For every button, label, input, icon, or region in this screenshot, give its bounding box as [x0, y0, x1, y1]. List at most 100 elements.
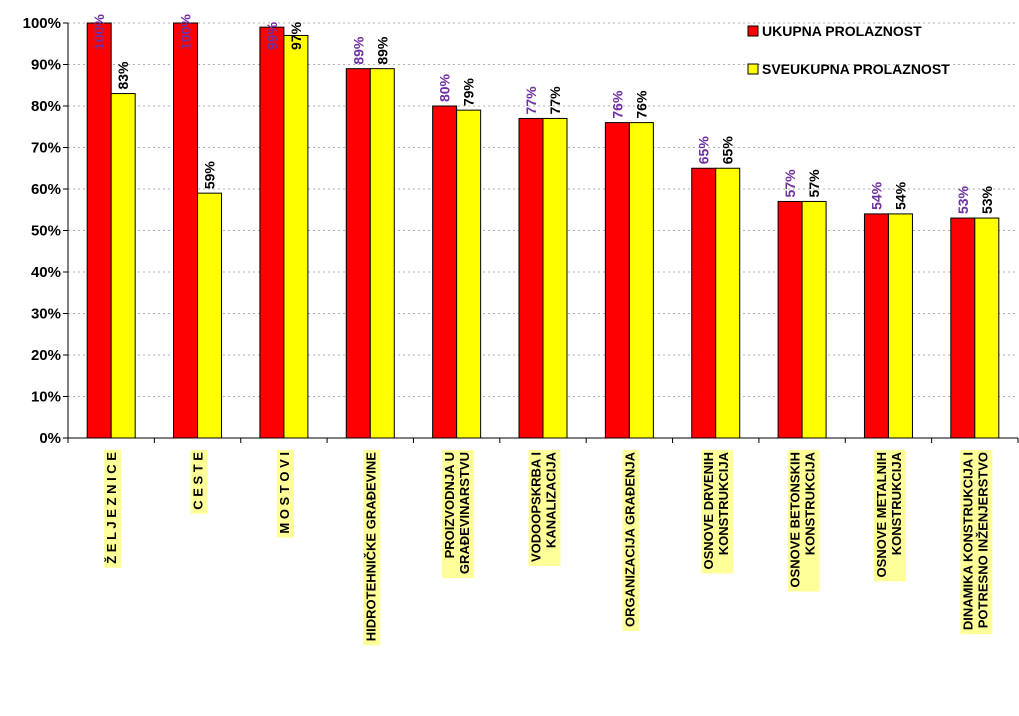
bar-sveukupna-prolaznost — [369, 68, 395, 439]
data-label-ukupna-prolaznost: 53% — [955, 185, 971, 214]
x-category-label: OSNOVE BETONSKIH KONSTRUKCIJA — [787, 450, 820, 592]
x-category-label-line: M O S T O V I — [277, 452, 292, 534]
legend-label-series1: UKUPNA PROLAZNOST — [762, 23, 922, 39]
x-category-label-line: Ž E L J E Z N I C E — [104, 452, 119, 564]
x-category-label-line: GRAĐEVINARSTVU — [457, 452, 472, 574]
y-tick-label: 30% — [31, 306, 61, 323]
data-label-sveukupna-prolaznost: 97% — [288, 21, 304, 50]
bar-ukupna-prolaznost — [863, 213, 889, 439]
y-tick-label: 90% — [31, 57, 61, 74]
x-category-label-highlight — [787, 450, 820, 592]
y-tick-label: 10% — [31, 389, 61, 406]
x-category-label-highlight — [190, 450, 208, 514]
x-category-label-line: OSNOVE METALNIH — [874, 452, 889, 577]
x-category-label-line: DINAMIKA KONSTRUKCIJA I — [960, 452, 975, 630]
x-category-label-highlight — [442, 450, 475, 579]
bar-ukupna-prolaznost — [518, 117, 544, 439]
data-label-ukupna-prolaznost: 57% — [782, 169, 798, 198]
legend-swatch-series2 — [747, 63, 759, 75]
legend-swatch-series1 — [747, 25, 759, 37]
x-category-label-highlight — [528, 450, 561, 567]
bar-ukupna-prolaznost — [950, 217, 976, 439]
x-category-label-line: KONSTRUKCIJA — [889, 451, 904, 555]
bar-ukupna-prolaznost — [173, 22, 199, 439]
data-label-ukupna-prolaznost: 100% — [178, 14, 194, 50]
data-label-sveukupna-prolaznost: 65% — [720, 136, 736, 165]
data-label-ukupna-prolaznost: 99% — [264, 21, 280, 50]
y-tick-label: 0% — [39, 430, 61, 447]
x-category-label-line: VODOOPSKRBA I — [529, 452, 544, 562]
bar-sveukupna-prolaznost — [628, 122, 654, 439]
x-category-label-highlight — [363, 450, 381, 646]
bar-sveukupna-prolaznost — [110, 93, 136, 439]
x-category-label-line: KANALIZACIJA — [544, 451, 559, 548]
y-tick-label: 70% — [31, 140, 61, 157]
x-category-label-highlight — [873, 450, 906, 582]
x-category-label-highlight — [276, 450, 294, 538]
x-category-label-line: PROIZVODNJA U — [442, 452, 457, 558]
x-category-label-highlight — [701, 450, 734, 574]
y-tick-label: 100% — [23, 15, 61, 32]
x-category-label: C E S T E — [190, 450, 208, 514]
bar-sveukupna-prolaznost — [974, 217, 1000, 439]
bar-sveukupna-prolaznost — [715, 167, 741, 439]
data-label-sveukupna-prolaznost: 83% — [115, 61, 131, 90]
data-label-ukupna-prolaznost: 80% — [437, 73, 453, 102]
bar-ukupna-prolaznost — [777, 200, 803, 439]
x-category-label-line: ORGANIZACIJA GRAĐENJA — [622, 451, 637, 627]
x-category-label-highlight — [104, 450, 122, 568]
x-category-label-line: C E S T E — [191, 452, 206, 510]
x-category-label-line: POTRESNO INŽENJERSTVO — [975, 452, 990, 628]
legend-label-series2: SVEUKUPNA PROLAZNOST — [762, 61, 950, 77]
bar-sveukupna-prolaznost — [197, 192, 223, 439]
bar-ukupna-prolaznost — [432, 105, 458, 439]
bar-sveukupna-prolaznost — [456, 109, 482, 439]
y-tick-label: 50% — [31, 223, 61, 240]
x-category-label: OSNOVE DRVENIH KONSTRUKCIJA — [701, 450, 734, 574]
legend: UKUPNA PROLAZNOST SVEUKUPNA PROLAZNOST — [747, 23, 950, 77]
data-label-ukupna-prolaznost: 89% — [350, 36, 366, 65]
data-label-sveukupna-prolaznost: 54% — [892, 181, 908, 210]
bar-sveukupna-prolaznost — [542, 117, 568, 439]
data-label-sveukupna-prolaznost: 79% — [461, 78, 477, 107]
data-label-sveukupna-prolaznost: 53% — [979, 185, 995, 214]
x-category-label: PROIZVODNJA U GRAĐEVINARSTVU — [442, 450, 475, 579]
y-tick-label: 40% — [31, 264, 61, 281]
x-category-label-line: KONSTRUKCIJA — [716, 451, 731, 555]
bar-sveukupna-prolaznost — [283, 34, 309, 439]
bar-sveukupna-prolaznost — [801, 200, 827, 439]
x-category-label-line: HIDROTEHNIČKE GRAĐEVINE — [363, 452, 378, 642]
bar-ukupna-prolaznost — [691, 167, 717, 439]
data-label-sveukupna-prolaznost: 57% — [806, 169, 822, 198]
axes: 0% 10% 20% 30% 40% 50% 60% 70% 80% 90% 100% — [23, 15, 1019, 447]
y-tick-label: 80% — [31, 98, 61, 115]
x-category-label: DINAMIKA KONSTRUKCIJA I POTRESNO INŽENJER… — [960, 450, 993, 635]
data-label-sveukupna-prolaznost: 89% — [374, 36, 390, 65]
y-tick-label: 60% — [31, 181, 61, 198]
y-tick-label: 20% — [31, 347, 61, 364]
bar-ukupna-prolaznost — [259, 26, 285, 439]
x-category-label: HIDROTEHNIČKE GRAĐEVINE — [363, 450, 381, 646]
x-category-label-line: OSNOVE DRVENIH — [701, 452, 716, 570]
data-label-ukupna-prolaznost: 54% — [868, 181, 884, 210]
data-label-ukupna-prolaznost: 76% — [609, 90, 625, 119]
x-category-label: VODOOPSKRBA I KANALIZACIJA — [528, 450, 561, 567]
data-label-ukupna-prolaznost: 100% — [91, 14, 107, 50]
bar-sveukupna-prolaznost — [887, 213, 913, 439]
x-category-label: M O S T O V I — [276, 450, 294, 538]
bars — [86, 22, 1000, 439]
category-labels: Ž E L J E Z N I C E C E S T E M O S T O V … — [104, 450, 993, 646]
data-label-sveukupna-prolaznost: 59% — [202, 161, 218, 190]
data-label-sveukupna-prolaznost: 76% — [633, 90, 649, 119]
x-category-label-line: OSNOVE BETONSKIH — [788, 452, 803, 588]
x-category-label: OSNOVE METALNIH KONSTRUKCIJA — [873, 450, 906, 582]
data-label-ukupna-prolaznost: 65% — [696, 136, 712, 165]
data-labels: 100% 83% 100% 59% 99% 97% 89% 89% 80% 79% 77% 77% 76… — [91, 14, 995, 214]
x-category-label: Ž E L J E Z N I C E — [104, 450, 122, 568]
x-category-label-highlight — [960, 450, 993, 635]
bar-ukupna-prolaznost — [604, 122, 630, 439]
data-label-ukupna-prolaznost: 77% — [523, 86, 539, 115]
x-category-label-highlight — [622, 450, 640, 632]
x-category-label: ORGANIZACIJA GRAĐENJA — [622, 450, 640, 632]
